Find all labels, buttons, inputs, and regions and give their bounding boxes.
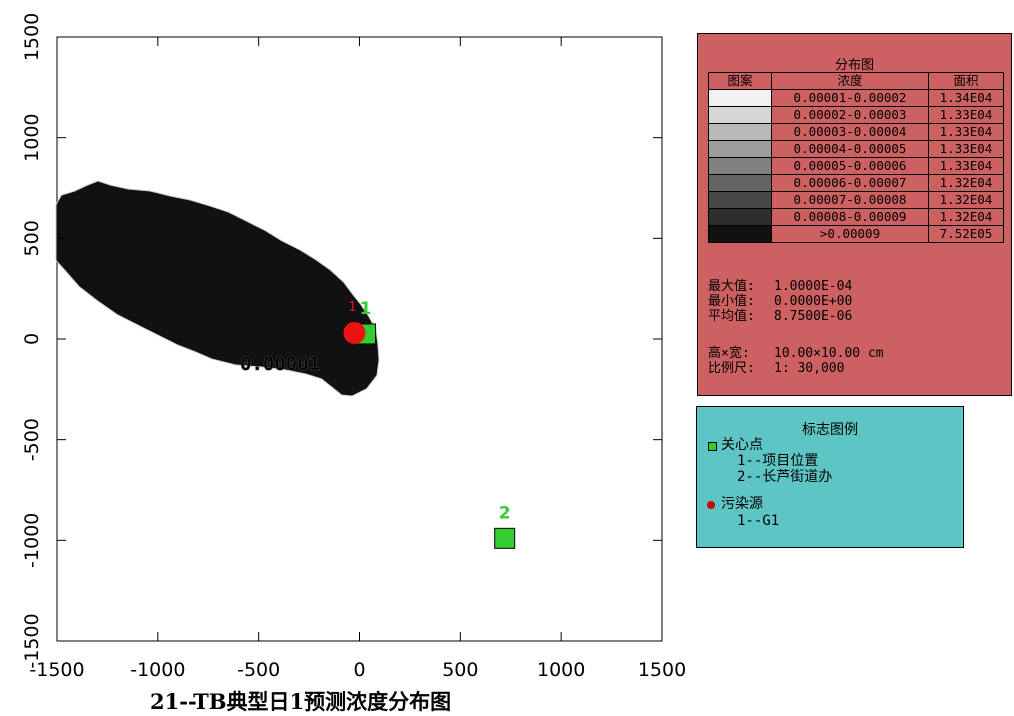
- concentration-range: 0.00006-0.00007: [771, 174, 929, 192]
- contour-label: 0.00001: [240, 353, 320, 375]
- source-marker-label: 1: [348, 300, 356, 315]
- marker-legend-title: 标志图例: [802, 422, 858, 438]
- x-tick-label: 0: [353, 659, 365, 681]
- distribution-row: 0.00004-0.00005 1.33E04: [708, 140, 1004, 158]
- y-tick-label: -1000: [21, 513, 43, 568]
- poi-item-2: 2--长芦街道办: [737, 469, 833, 485]
- y-axis-labels: 1500 1000 500 0 -500 -1000 -1500: [21, 13, 43, 669]
- distribution-rows: 0.00001-0.00002 1.34E04 0.00002-0.00003 1.3…: [708, 89, 1004, 243]
- x-tick-label: 1500: [638, 659, 686, 681]
- header-area: 面积: [928, 72, 1004, 90]
- pattern-swatch: [708, 140, 772, 158]
- distribution-row: 0.00007-0.00008 1.32E04: [708, 191, 1004, 209]
- concentration-range: 0.00005-0.00006: [771, 157, 929, 175]
- poi-item-1: 1--项目位置: [737, 453, 819, 469]
- concentration-range: 0.00004-0.00005: [771, 140, 929, 158]
- x-tick-label: 1000: [537, 659, 585, 681]
- distribution-row: 0.00002-0.00003 1.33E04: [708, 106, 1004, 124]
- marker-legend: 标志图例 关心点 1--项目位置 2--长芦街道办 污染源 1--G1: [696, 406, 964, 548]
- distribution-legend-title: 分布图: [834, 58, 874, 73]
- area-value: 1.32E04: [928, 191, 1004, 209]
- pattern-swatch: [708, 106, 772, 124]
- x-axis-labels: -1500 -1000 -500 0 500 1000 1500: [29, 659, 686, 681]
- poi-square-icon: [708, 442, 717, 451]
- axis-ticks: [56, 36, 663, 642]
- stat-scale: 比例尺: 1: 30,000: [708, 361, 845, 376]
- y-tick-label: -1500: [21, 613, 43, 668]
- source-label: 污染源: [721, 496, 763, 512]
- distribution-row: 0.00001-0.00002 1.34E04: [708, 89, 1004, 107]
- area-value: 1.33E04: [928, 157, 1004, 175]
- stat-mean: 平均值: 8.7500E-06: [708, 309, 853, 324]
- area-value: 1.33E04: [928, 123, 1004, 141]
- x-tick-label: 500: [442, 659, 478, 681]
- poi-label: 关心点: [721, 437, 763, 453]
- distribution-row: 0.00003-0.00004 1.33E04: [708, 123, 1004, 141]
- concentration-range: 0.00007-0.00008: [771, 191, 929, 209]
- pattern-swatch: [708, 123, 772, 141]
- header-pattern: 图案: [708, 72, 772, 90]
- map-title: 21--TB典型日1预测浓度分布图: [150, 689, 452, 714]
- poi-marker-label: 1: [360, 299, 372, 319]
- x-tick-label: -1500: [29, 659, 84, 681]
- pattern-swatch: [708, 157, 772, 175]
- concentration-range: 0.00003-0.00004: [771, 123, 929, 141]
- poi-marker: [494, 527, 516, 549]
- distribution-row: 0.00005-0.00006 1.33E04: [708, 157, 1004, 175]
- area-value: 1.32E04: [928, 174, 1004, 192]
- pattern-swatch: [708, 208, 772, 226]
- x-tick-label: -1000: [130, 659, 185, 681]
- concentration-range: 0.00001-0.00002: [771, 89, 929, 107]
- stats-block: 最大值: 1.0000E-04 最小值: 0.0000E+00 平均值: 8.7500…: [708, 279, 852, 324]
- stat-size: 高×宽: 10.00×10.00 cm: [708, 346, 884, 361]
- y-tick-label: 500: [21, 220, 43, 256]
- source-item-1: 1--G1: [737, 513, 780, 529]
- area-value: 1.32E04: [928, 208, 1004, 226]
- area-value: 7.52E05: [928, 225, 1004, 243]
- area-value: 1.33E04: [928, 140, 1004, 158]
- concentration-range: 0.00008-0.00009: [771, 208, 929, 226]
- y-tick-label: 0: [21, 333, 43, 345]
- poi-marker-label: 2: [499, 503, 511, 523]
- distribution-row: >0.00009 7.52E05: [708, 225, 1004, 243]
- source-marker: [343, 321, 366, 344]
- header-concentration: 浓度: [771, 72, 929, 90]
- concentration-range: >0.00009: [771, 225, 929, 243]
- distribution-row: 0.00008-0.00009 1.32E04: [708, 208, 1004, 226]
- y-tick-label: -500: [21, 418, 43, 461]
- area-value: 1.34E04: [928, 89, 1004, 107]
- y-tick-label: 1500: [21, 13, 43, 61]
- source-dot-icon: [707, 501, 715, 509]
- pattern-swatch: [708, 225, 772, 243]
- concentration-range: 0.00002-0.00003: [771, 106, 929, 124]
- stat-max: 最大值: 1.0000E-04: [708, 279, 853, 294]
- pattern-swatch: [708, 191, 772, 209]
- area-value: 1.33E04: [928, 106, 1004, 124]
- x-tick-label: -500: [237, 659, 280, 681]
- pattern-swatch: [708, 174, 772, 192]
- dims-block: 高×宽: 10.00×10.00 cm 比例尺: 1: 30,000: [708, 346, 884, 376]
- stat-min: 最小值: 0.0000E+00: [708, 294, 853, 309]
- map-markers: 1 2 1: [343, 299, 516, 549]
- distribution-legend: 分布图 图案 浓度 面积 0.00001-0.00002 1.34E04 0.000…: [697, 33, 1012, 396]
- distribution-table: 图案 浓度 面积 0.00001-0.00002 1.34E04 0.00002-0…: [708, 72, 1004, 243]
- distribution-row: 0.00006-0.00007 1.32E04: [708, 174, 1004, 192]
- y-tick-label: 1000: [21, 113, 43, 161]
- pattern-swatch: [708, 89, 772, 107]
